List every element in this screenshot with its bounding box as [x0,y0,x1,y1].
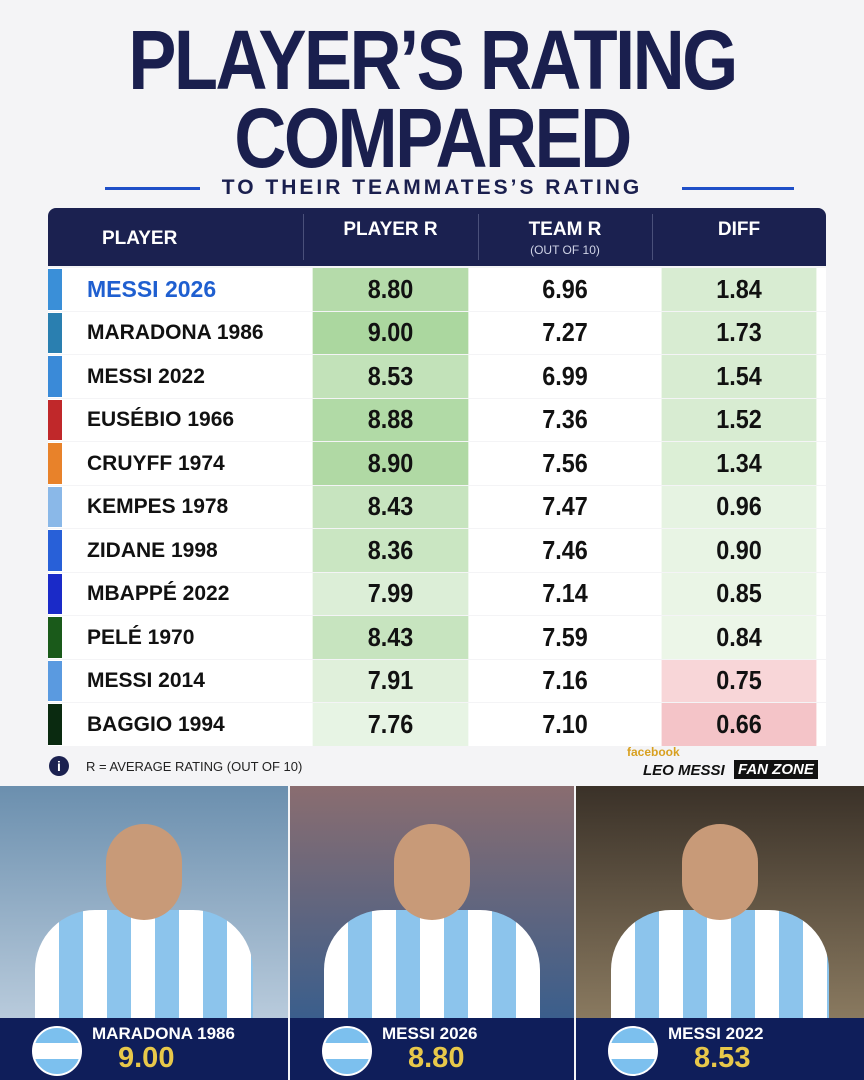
team-rating: 7.36 [542,404,588,435]
player-name: ZIDANE 1998 [87,538,218,562]
column-header: DIFF [717,219,761,240]
column-divider [652,214,653,260]
card-name: MARADONA 1986 [92,1024,235,1043]
rule [682,187,794,190]
column-divider [478,214,479,260]
title-line: COMPARED [234,91,632,185]
team-rating: 7.59 [542,621,588,652]
column-header: PLAYER R [343,219,438,240]
head [682,824,758,920]
row-stripe [48,660,62,701]
brand-network: facebook [627,745,680,759]
title-line: PLAYER’S RATING [128,13,738,107]
team-rating: 7.46 [542,534,588,565]
head [394,824,470,920]
player-rating: 8.36 [312,529,469,572]
column-sublabel: (OUT OF 10) [530,243,600,257]
player-rating: 8.90 [312,442,469,485]
row-stripe [48,530,62,571]
jersey [324,910,540,1020]
diff: 0.96 [661,485,817,528]
player-photo [290,786,574,1020]
team-rating: 6.96 [542,273,588,304]
player-card: MESSI 2026 8.80 [290,1018,574,1080]
card-rating: 8.80 [408,1042,465,1074]
row-stripe [48,704,62,745]
player-name: EUSÉBIO 1966 [87,408,235,432]
info-icon: i [49,756,69,776]
flag [32,1026,82,1076]
player-rating: 8.80 [312,268,469,311]
player-photo [0,786,288,1020]
rule [105,187,200,190]
player-card: MESSI 2022 8.53 [576,1018,864,1080]
player-rating: 9.00 [312,311,469,354]
card-name: MESSI 2022 [668,1024,764,1043]
player-name: MESSI 2022 [87,364,205,388]
diff: 1.84 [661,268,817,311]
team-rating: 7.16 [542,665,588,696]
player-card: MARADONA 1986 9.00 [0,1018,288,1080]
player-rating: 7.99 [312,572,469,615]
row-stripe [48,486,62,527]
player-name: MBAPPÉ 2022 [87,582,230,606]
column-header: TEAM R [528,219,602,240]
flag [322,1026,372,1076]
card-rating: 8.53 [694,1042,751,1074]
team-rating: 6.99 [542,360,588,391]
player-rating: 8.43 [312,485,469,528]
diff: 0.90 [661,529,817,572]
row-stripe [48,443,62,484]
row-stripe [48,312,62,353]
diff: 1.34 [661,442,817,485]
jersey [34,910,254,1020]
row-stripe [48,356,62,397]
card-name: MESSI 2026 [382,1024,478,1043]
player-rating: 8.53 [312,355,469,398]
player-name: MESSI 2026 [87,276,217,303]
jersey [610,910,830,1020]
row-stripe [48,573,62,614]
row-stripe [48,399,62,440]
column-divider [303,214,304,260]
head [106,824,182,920]
diff: 0.66 [661,703,817,746]
player-rating: 7.91 [312,659,469,702]
diff: 0.75 [661,659,817,702]
brand-tag: FAN ZONE [734,760,818,779]
row-stripe [48,269,62,310]
diff: 1.52 [661,398,817,441]
player-rating: 8.43 [312,616,469,659]
diff: 0.85 [661,572,817,615]
player-rating: 8.88 [312,398,469,441]
team-rating: 7.10 [542,708,588,739]
team-rating: 7.47 [542,491,588,522]
player-name: MESSI 2014 [87,669,205,693]
team-rating: 7.56 [542,447,588,478]
table-header [48,208,826,266]
player-name: KEMPES 1978 [87,495,229,519]
diff: 0.84 [661,616,817,659]
row-stripe [48,617,62,658]
player-name: CRUYFF 1974 [87,451,225,475]
player-photo [576,786,864,1020]
player-name: MARADONA 1986 [87,321,264,345]
flag [608,1026,658,1076]
card-rating: 9.00 [118,1042,175,1074]
player-name: BAGGIO 1994 [87,712,225,736]
team-rating: 7.27 [542,317,588,348]
diff: 1.54 [661,355,817,398]
team-rating: 7.14 [542,578,588,609]
diff: 1.73 [661,311,817,354]
player-name: PELÉ 1970 [87,625,195,649]
brand-name: LEO MESSI [643,762,725,779]
column-header: PLAYER [102,228,178,249]
subtitle: TO THEIR TEAMMATES’S RATING [221,176,643,199]
footnote: R = AVERAGE RATING (OUT OF 10) [86,759,303,774]
player-rating: 7.76 [312,703,469,746]
